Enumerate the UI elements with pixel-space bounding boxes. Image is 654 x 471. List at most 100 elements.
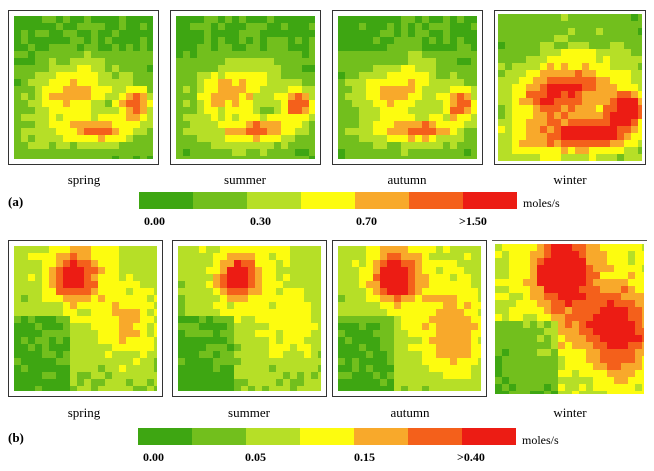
heatmap-cell [628, 342, 635, 349]
heatmap-cell [49, 65, 56, 72]
heatmap-cell [227, 281, 234, 288]
heatmap-cell [603, 112, 610, 119]
heatmap-cell [565, 286, 572, 293]
heatmap-cell [533, 42, 540, 49]
heatmap-cell [147, 351, 154, 358]
heatmap-cell [401, 121, 408, 128]
heatmap-cell [526, 77, 533, 84]
heatmap-cell [631, 154, 638, 161]
heatmap-cell [443, 156, 450, 159]
heatmap-cell [91, 358, 98, 365]
heatmap-cell [112, 260, 119, 267]
heatmap-cell [70, 379, 77, 386]
heatmap-cell [260, 16, 267, 23]
heatmap-cell [211, 149, 218, 156]
heatmap-cell [232, 16, 239, 23]
heatmap-cell [380, 51, 387, 58]
heatmap-cell [408, 288, 415, 295]
heatmap-cell [464, 372, 471, 379]
heatmap-cell [345, 86, 352, 93]
heatmap-cell [232, 156, 239, 159]
heatmap-cell [98, 337, 105, 344]
heatmap-cell [338, 288, 345, 295]
heatmap-cell [77, 372, 84, 379]
heatmap-cell [105, 23, 112, 30]
heatmap-cell [290, 365, 297, 372]
heatmap-cell [311, 288, 318, 295]
heatmap-cell [140, 121, 147, 128]
heatmap-cell [345, 351, 352, 358]
heatmap-cell [516, 251, 523, 258]
heatmap-cell [579, 377, 586, 384]
heatmap-cell [154, 351, 157, 358]
heatmap-cell [579, 342, 586, 349]
heatmap-cell [269, 274, 276, 281]
heatmap-cell [547, 112, 554, 119]
heatmap-cell [610, 133, 617, 140]
heatmap-cell [274, 107, 281, 114]
heatmap-cell [176, 72, 183, 79]
heatmap-cell [283, 309, 290, 316]
heatmap-cell [35, 128, 42, 135]
heatmap-cell [225, 114, 232, 121]
heatmap-cell [603, 119, 610, 126]
heatmap-cell [582, 56, 589, 63]
heatmap-cell [617, 84, 624, 91]
heatmap-cell [119, 274, 126, 281]
heatmap-cell [600, 265, 607, 272]
heatmap-cell [478, 288, 481, 295]
heatmap-cell [290, 330, 297, 337]
heatmap-cell [295, 23, 302, 30]
heatmap-cell [628, 286, 635, 293]
heatmap-cell [267, 142, 274, 149]
heatmap-cell [621, 265, 628, 272]
heatmap-cell [624, 84, 631, 91]
heatmap-cell [260, 107, 267, 114]
heatmap-cell [255, 358, 262, 365]
heatmap-cell [112, 379, 119, 386]
heatmap-cell [154, 260, 157, 267]
heatmap-cell [276, 274, 283, 281]
heatmap-cell [267, 107, 274, 114]
legend-b-swatch [462, 428, 516, 445]
heatmap-cell [232, 93, 239, 100]
heatmap-cell [512, 70, 519, 77]
heatmap-cell [551, 384, 558, 391]
heatmap-cell [192, 330, 199, 337]
heatmap-cell [422, 156, 429, 159]
heatmap-cell [624, 105, 631, 112]
heatmap-cell [464, 330, 471, 337]
heatmap-cell [394, 316, 401, 323]
heatmap-cell [49, 30, 56, 37]
heatmap-cell [28, 358, 35, 365]
heatmap-cell [14, 30, 21, 37]
heatmap-cell [498, 147, 505, 154]
heatmap-cell [387, 156, 394, 159]
heatmap-cell [49, 344, 56, 351]
heatmap-cell [119, 100, 126, 107]
heatmap-cell [586, 300, 593, 307]
heatmap-cell [523, 265, 530, 272]
heatmap-cell [35, 121, 42, 128]
heatmap-cell [617, 14, 624, 21]
heatmap-cell [443, 274, 450, 281]
heatmap-cell [394, 323, 401, 330]
heatmap-cell [575, 119, 582, 126]
heatmap-cell [544, 342, 551, 349]
heatmap-cell [523, 391, 530, 394]
heatmap-cell [547, 147, 554, 154]
heatmap-cell [394, 379, 401, 386]
heatmap-cell [373, 58, 380, 65]
heatmap-cell [218, 44, 225, 51]
heatmap-cell [568, 119, 575, 126]
heatmap-cell [572, 356, 579, 363]
heatmap-cell [642, 384, 644, 391]
heatmap-cell [429, 86, 436, 93]
heatmap-cell [568, 126, 575, 133]
heatmap-cell [276, 358, 283, 365]
heatmap-cell [498, 105, 505, 112]
heatmap-cell [544, 314, 551, 321]
heatmap-cell [579, 391, 586, 394]
heatmap-cell [628, 272, 635, 279]
heatmap-cell [84, 344, 91, 351]
